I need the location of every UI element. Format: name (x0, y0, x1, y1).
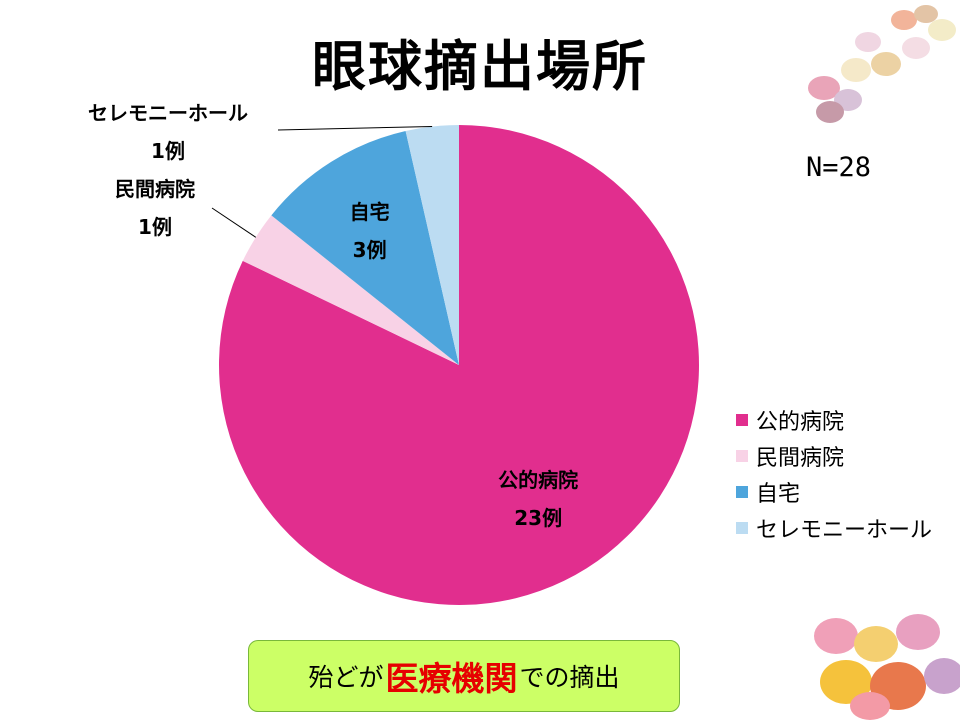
legend-item: セレモニーホール (736, 510, 932, 546)
callout-emphasis: 医療機関 (385, 659, 518, 698)
slice-name-label: 自宅 (350, 200, 390, 224)
pie-slice (218, 125, 700, 606)
page-title: 眼球摘出場所 (312, 35, 648, 98)
legend-label: 民間病院 (756, 446, 845, 471)
pie-slices (218, 125, 700, 606)
leader-line (211, 207, 257, 238)
slice-name-label: セレモニーホール (88, 101, 248, 125)
legend-item: 公的病院 (736, 402, 932, 438)
callout-suffix: での摘出 (519, 663, 620, 692)
legend-swatch (736, 522, 748, 534)
legend-swatch (736, 450, 748, 462)
slice-value-label: 1例 (138, 215, 172, 239)
legend-label: セレモニーホール (756, 518, 933, 543)
leader-line (277, 126, 433, 131)
slice-value-label: 23例 (514, 506, 562, 530)
slice-value-label: 3例 (353, 238, 387, 262)
pie-slice (405, 125, 459, 365)
sample-size-label: N=28 (806, 152, 872, 183)
summary-callout: 殆どが 医療機関 での摘出 (248, 640, 680, 712)
legend-swatch (736, 414, 748, 426)
slice-value-label: 1例 (151, 139, 185, 163)
leader-lines (211, 126, 433, 238)
legend-label: 自宅 (756, 482, 801, 507)
pie-slice (271, 131, 459, 365)
legend-item: 民間病院 (736, 438, 932, 474)
slice-name-label: 民間病院 (115, 177, 195, 201)
pie-slice (242, 215, 459, 365)
slice-name-label: 公的病院 (498, 468, 578, 492)
candy-eggs-image (814, 614, 960, 720)
legend-swatch (736, 486, 748, 498)
legend-item: 自宅 (736, 474, 932, 510)
callout-prefix: 殆どが (308, 663, 384, 692)
legend: 公的病院 民間病院 自宅 セレモニーホール (736, 402, 932, 546)
legend-label: 公的病院 (756, 410, 845, 435)
candy-eggs-image (808, 5, 956, 123)
